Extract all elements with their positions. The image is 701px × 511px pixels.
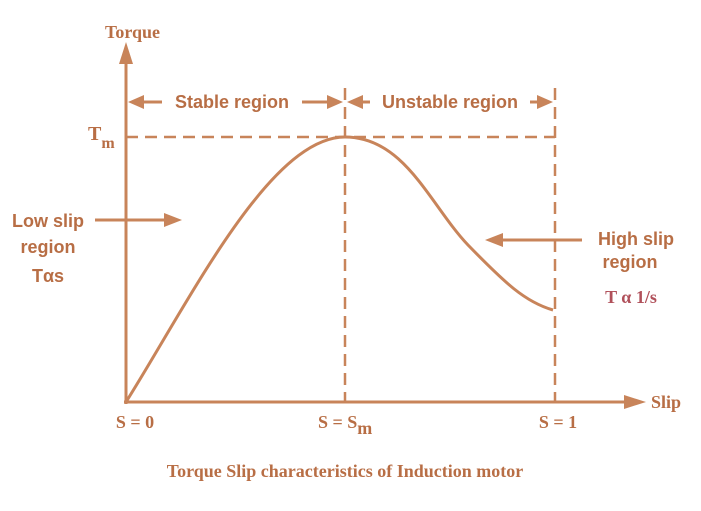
unstable-label: Unstable region bbox=[382, 92, 518, 112]
arrowhead bbox=[327, 95, 343, 109]
arrowhead bbox=[347, 95, 363, 109]
slip-point: S = Sm bbox=[318, 412, 372, 438]
slip-point: S = 0 bbox=[116, 412, 154, 432]
high-slip-label: region bbox=[602, 252, 657, 272]
arrowhead bbox=[485, 233, 503, 247]
torque-slip-curve bbox=[124, 135, 554, 403]
low-slip-relation: Tαs bbox=[32, 266, 64, 286]
x-axis-arrow bbox=[624, 395, 646, 409]
arrowhead bbox=[537, 95, 553, 109]
y-axis-arrow bbox=[119, 42, 133, 64]
arrowhead bbox=[164, 213, 182, 227]
low-slip-label: Low slip bbox=[12, 211, 84, 231]
slip-point: S = 1 bbox=[539, 412, 577, 432]
stable-label: Stable region bbox=[175, 92, 289, 112]
high-slip-label: High slip bbox=[598, 229, 674, 249]
y-axis-label: Torque bbox=[105, 22, 160, 42]
x-axis-label: Slip bbox=[651, 392, 681, 412]
arrowhead bbox=[128, 95, 144, 109]
high-slip-relation: T α 1/s bbox=[605, 287, 657, 307]
tm-label: Tm bbox=[88, 123, 115, 152]
low-slip-label: region bbox=[20, 237, 75, 257]
caption: Torque Slip characteristics of Induction… bbox=[167, 461, 524, 481]
